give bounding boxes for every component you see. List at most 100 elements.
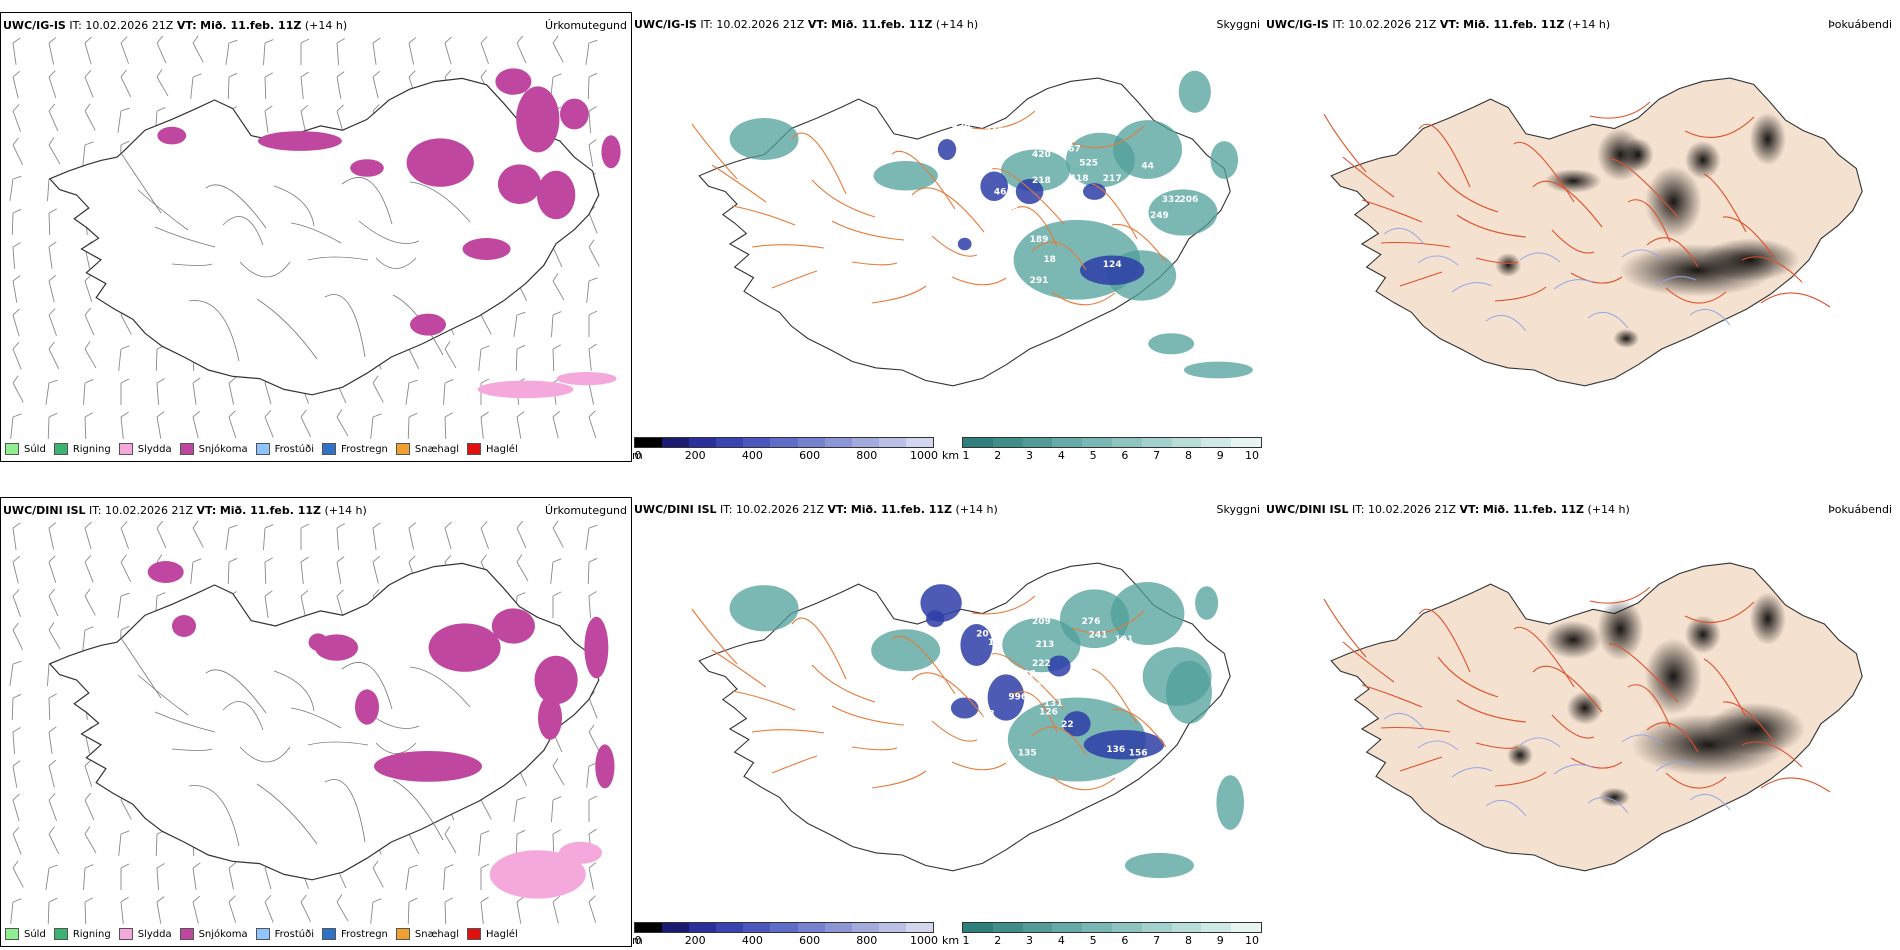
road-line [1111,708,1167,748]
wind-barb [443,864,454,890]
height-colorbar-segment [905,923,934,932]
wind-barb [48,70,57,99]
wind-barb [84,897,94,925]
wind-barb [588,591,597,618]
river-line [1417,740,1459,751]
legend-swatch [118,443,133,455]
river-line [1621,249,1663,260]
wind-barb [48,241,57,269]
wind-barb [263,524,274,550]
wind-barb [372,555,381,584]
legend-item: Slydda [118,443,172,455]
fog-area [1544,620,1602,659]
road-line [1071,610,1145,634]
wind-barb [515,829,526,857]
wind-barb [588,106,597,133]
ceiling-label: 156 [1129,748,1148,758]
wind-barb [588,239,600,267]
wind-barb [551,796,562,822]
valid-label: VT: [176,19,197,32]
road-line [851,261,898,266]
wind-barb [300,523,310,550]
wind-barb [444,341,457,369]
road-line [911,187,985,233]
road-line [1437,171,1499,213]
fog-map [1323,562,1863,872]
height-colorbar-segment [851,438,879,447]
legend-item: Frostúði [255,443,314,455]
wind-barb [552,895,561,924]
road-line [239,261,291,278]
road-line [290,707,342,729]
road-line [751,244,825,249]
legend-item: Rigning [53,443,111,455]
height-colorbar-segment [743,923,771,932]
road-line [1741,741,1803,768]
ceiling-label: 245 [985,127,1004,137]
precip-legend: Súld Rigning Slydda Snjókoma Frostúði Frostre… [5,928,518,940]
snow-area [157,126,187,145]
road-line [1608,643,1679,703]
road-line [409,666,471,708]
road-line [1532,180,1603,228]
km-colorbar-segment [1082,438,1112,447]
snow-area [516,86,560,153]
wind-barb [408,37,417,65]
wind-barb [192,895,201,924]
km-colorbar-segment [1171,438,1202,447]
wind-barb [407,897,418,925]
lead-time: (+14 h) [324,504,367,517]
wind-barb [192,862,201,890]
ceiling-label: 135 [1018,748,1037,758]
wind-barb [10,898,22,924]
cloud-area [871,629,941,672]
sleet-area [477,380,574,399]
km-colorbar-segment [1141,923,1172,932]
wind-barb [408,522,417,550]
road-line [1380,726,1451,733]
wind-barb [12,137,24,165]
lead-time: (+14 h) [304,19,348,32]
height-colorbar-tick: 200 [684,449,706,462]
road-line [951,761,1007,771]
low-ceiling-area [1063,711,1091,737]
wind-barb [156,896,165,924]
wind-barb [513,796,526,822]
snow-area [595,744,615,789]
road-line [409,181,471,223]
wind-barb [444,412,454,440]
wind-barb [48,555,57,584]
cloud-area [1183,361,1253,379]
ceiling-label: 60 [962,685,975,695]
wind-barb [444,36,452,65]
wind-barb [48,522,57,550]
km-colorbar-segment [1111,438,1142,447]
road-line [205,184,267,229]
snow-area [428,623,501,672]
wind-barb [551,311,562,337]
road-line [1091,668,1138,725]
wind-barb [12,375,24,403]
wind-barb [300,409,312,437]
low-ceiling-area [960,624,993,666]
wind-barb [516,520,527,549]
height-colorbar-tick: 0 [634,449,642,462]
fog-area [1700,238,1800,282]
ceiling-label: 131 [1044,699,1063,709]
river-line [1485,799,1527,817]
road-line [222,701,264,731]
road-line [358,220,420,244]
height-colorbar-segment [851,923,879,932]
road-line [791,132,847,195]
ceiling-label: 218 [1032,176,1051,186]
road-line [1111,223,1167,263]
wind-barb [192,35,204,63]
road-line [1646,237,1699,268]
km-colorbar-segment [963,438,993,447]
low-ceiling-area [957,237,972,251]
wind-barb [336,894,349,922]
road-line [1684,601,1755,623]
legend-swatch [322,443,336,455]
road-line [1646,722,1699,753]
wind-barb [263,39,274,65]
